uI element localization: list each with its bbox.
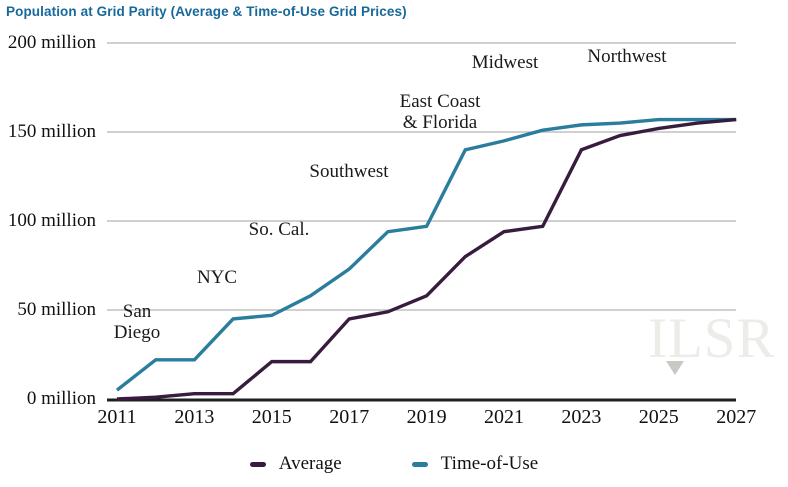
y-axis-tick-label: 200 million [7,32,96,53]
legend: Average Time-of-Use [0,453,788,475]
x-axis-tick-label: 2027 [716,406,757,428]
annotation-region-label: East Coast & Florida [399,91,481,133]
watermark-ilsr-logo: ILSR [648,307,776,370]
x-axis-tick-label: 2013 [174,406,215,428]
legend-label-average: Average [278,453,342,474]
annotation-region-label: Midwest [471,52,539,73]
legend-swatch-time-of-use [411,461,428,467]
x-axis-tick-label: 2015 [251,406,292,428]
annotation-region-label: So. Cal. [248,219,310,240]
annotation-region-label: San Diego [113,301,161,343]
series-line-average [116,117,737,401]
x-axis-tick-label: 2021 [484,406,524,428]
watermark-arrow-icon [666,361,684,375]
y-axis-tick-label: 150 million [7,121,96,142]
annotation-region-label: Southwest [309,161,389,182]
y-axis-tick-label: 100 million [7,210,96,231]
legend-label-time-of-use: Time-of-Use [440,453,539,474]
legend-swatch-average [249,461,266,467]
y-axis-tick-label: 50 million [17,299,96,320]
x-axis-tick-label: 2025 [638,406,679,428]
x-axis-tick-label: 2011 [97,406,137,428]
annotation-region-label: NYC [196,267,238,288]
series-line-time-of-use [115,117,737,392]
x-axis-tick-label: 2017 [329,406,370,428]
x-axis-tick-label: 2023 [561,406,602,428]
chart-title: Population at Grid Parity (Average & Tim… [6,4,407,19]
x-axis-tick-label: 2019 [406,406,447,428]
legend-item-time-of-use: Time-of-Use [411,453,539,475]
legend-item-average: Average [249,453,342,475]
y-axis-tick-label: 0 million [26,388,96,409]
annotation-region-label: Northwest [587,46,667,67]
